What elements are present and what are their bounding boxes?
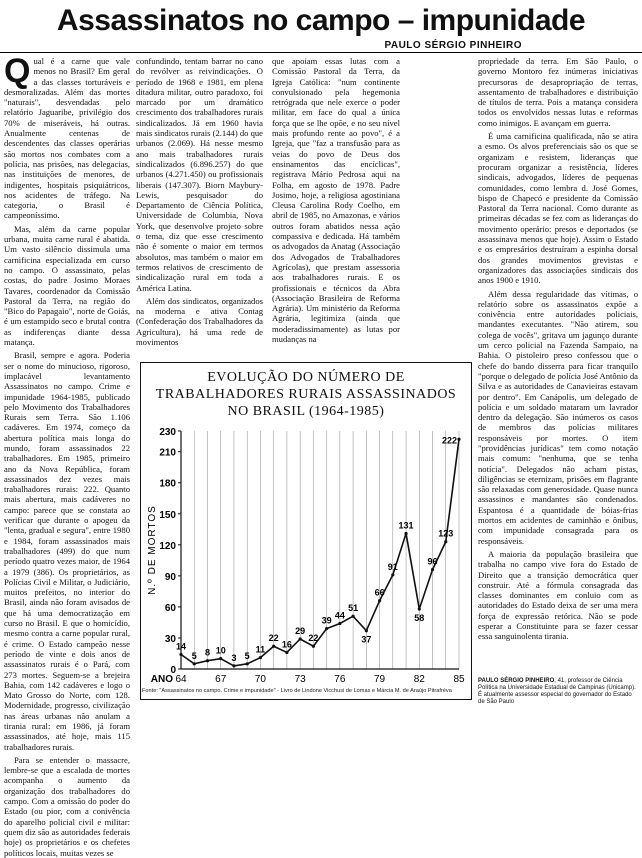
data-label: 123	[438, 529, 453, 539]
y-axis-label: N.º DE MORTOS	[147, 505, 158, 595]
y-tick-label: 180	[159, 479, 176, 490]
y-tick-label: 150	[159, 510, 176, 521]
article-column-3: que apoiam essas lutas com a Comissão Pa…	[272, 56, 400, 361]
author-bio-name: PAULO SÉRGIO PINHEIRO	[478, 678, 555, 684]
data-label: 51	[348, 603, 358, 613]
y-tick-label: 230	[159, 427, 176, 438]
data-label: 91	[388, 562, 398, 572]
data-point	[219, 657, 223, 661]
newspaper-page: Assassinatos no campo – impunidade PAULO…	[0, 4, 642, 858]
x-axis-label: ANO	[151, 674, 173, 685]
drop-cap: Q	[4, 52, 31, 90]
data-point	[232, 664, 236, 668]
data-label: 29	[295, 626, 305, 636]
data-point	[364, 629, 368, 633]
article-column-4: propriedade da terra. Em São Paulo, o go…	[478, 56, 638, 700]
y-tick-label: 60	[165, 603, 177, 614]
paragraph: Mas, além da carne popular urbana, muita…	[4, 223, 130, 348]
paragraph: Além dessa regularidade das vítimas, o r…	[478, 288, 638, 546]
y-tick-label: 120	[159, 541, 176, 552]
data-label: 14	[176, 642, 186, 652]
data-point	[245, 662, 249, 666]
data-label: 5	[245, 651, 250, 661]
paragraph: confundindo, tentam barrar no cano do re…	[136, 56, 263, 293]
data-label: 44	[335, 610, 345, 620]
data-point	[351, 614, 355, 618]
data-label: 22	[269, 633, 279, 643]
data-label: 58	[414, 613, 424, 623]
x-tick-label: 79	[374, 674, 386, 685]
y-tick-label: 210	[159, 448, 176, 459]
paragraph: Para se entender o massacre, lembre-se q…	[4, 754, 130, 858]
data-label: 39	[322, 616, 332, 626]
data-point	[179, 652, 183, 657]
data-point	[325, 627, 329, 631]
data-point	[285, 650, 289, 655]
data-point	[404, 531, 408, 536]
chart-title: EVOLUÇÃO DO NÚMERO DE TRABALHADORES RURA…	[141, 369, 471, 420]
y-tick-label: 0	[170, 665, 176, 676]
paragraph: A maioria da população brasileira que tr…	[478, 548, 638, 642]
data-point	[298, 637, 302, 641]
y-tick-label: 90	[165, 572, 177, 583]
data-point	[377, 599, 382, 603]
paragraph: É uma carnificina qualificada, não se at…	[478, 131, 638, 286]
data-point	[272, 644, 276, 648]
paragraph: Além dos sindicatos, organizados na mode…	[136, 295, 263, 348]
data-label: 10	[216, 646, 226, 656]
data-point	[338, 621, 342, 626]
x-tick-label: 64	[175, 674, 187, 685]
paragraph: que apoiam essas lutas com a Comissão Pa…	[272, 56, 400, 345]
data-point	[457, 437, 461, 441]
chart-source-caption: Fonte: "Assassinatos no campo. Crime e i…	[142, 688, 452, 694]
data-label: 5	[192, 651, 197, 661]
data-label: 8	[205, 648, 210, 658]
data-label: 222	[442, 435, 457, 445]
x-tick-label: 70	[255, 674, 267, 685]
data-point	[444, 540, 448, 544]
data-label: 131	[399, 520, 414, 530]
x-tick-label: 85	[453, 674, 465, 685]
x-tick-label: 73	[295, 674, 307, 685]
x-tick-label: 67	[215, 674, 227, 685]
data-point	[391, 573, 395, 577]
data-label: 96	[428, 557, 438, 567]
y-tick-label: 30	[165, 634, 177, 645]
data-point	[311, 644, 315, 648]
x-tick-label: 76	[334, 674, 346, 685]
article-byline: PAULO SÉRGIO PINHEIRO	[384, 40, 522, 51]
chart-title-line: TRABALHADORES RURAIS ASSASSINADOS	[155, 387, 457, 402]
paragraph: propriedade da terra. Em São Paulo, o go…	[478, 56, 638, 128]
data-point	[258, 656, 263, 660]
data-point	[417, 607, 421, 611]
series-line	[180, 439, 460, 667]
data-point	[192, 662, 196, 666]
data-label: 11	[256, 645, 266, 655]
data-label: 3	[231, 653, 236, 663]
data-label: 16	[282, 639, 292, 649]
article-column-2: confundindo, tentam barrar no cano do re…	[136, 56, 263, 361]
chart-title-line: NO BRASIL (1964-1985)	[227, 404, 385, 419]
data-label: 66	[375, 588, 385, 598]
headline-rule	[0, 52, 642, 53]
article-headline: Assassinatos no campo – impunidade	[56, 4, 586, 37]
data-point	[205, 659, 210, 663]
data-point	[430, 568, 435, 572]
paragraph: Brasil, sempre e agora. Poderia ser o no…	[4, 350, 130, 752]
data-label: 37	[361, 635, 371, 645]
chart-title-line: EVOLUÇÃO DO NÚMERO DE	[207, 370, 405, 385]
chart-panel: EVOLUÇÃO DO NÚMERO DE TRABALHADORES RURA…	[140, 362, 472, 700]
x-tick-label: 82	[414, 674, 426, 685]
data-label: 22	[308, 633, 318, 643]
